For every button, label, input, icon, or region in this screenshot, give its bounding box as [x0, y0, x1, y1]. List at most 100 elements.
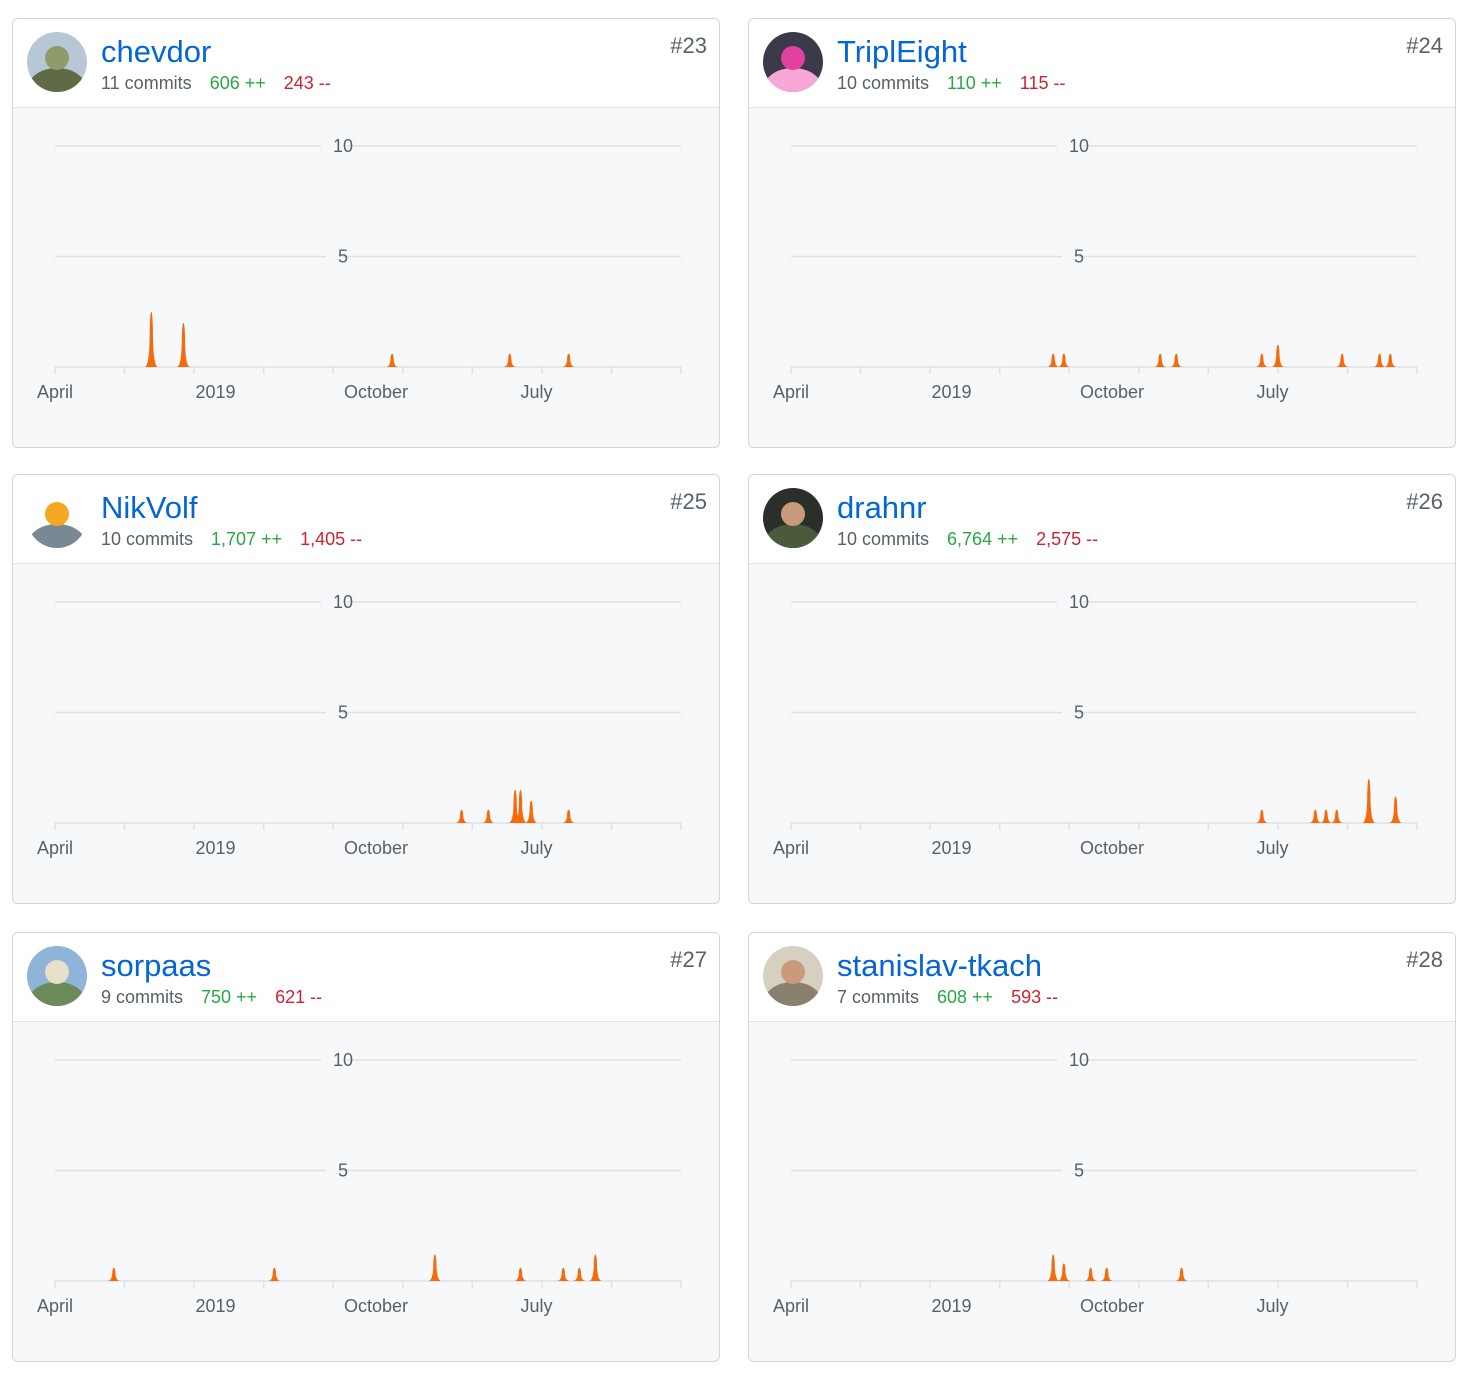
commit-peak — [144, 311, 159, 367]
commit-peak — [454, 809, 469, 823]
commits-count-link[interactable]: 10 commits — [837, 529, 930, 549]
avatar[interactable] — [27, 946, 87, 1006]
contributor-header: NikVolf 10 commits 1,707 ++ 1,405 -- #25 — [13, 475, 719, 564]
contributor-header: drahnr 10 commits 6,764 ++ 2,575 -- #26 — [749, 475, 1455, 564]
deletions-count: 243 -- — [283, 73, 331, 93]
x-tick-label: October — [1080, 382, 1144, 402]
y-tick-label: 10 — [333, 1050, 353, 1070]
commit-activity-chart: 5 10 April 2019 October July — [773, 592, 1418, 858]
avatar[interactable] — [27, 32, 87, 92]
commit-peak — [1083, 1267, 1098, 1281]
commit-peak — [1046, 1254, 1060, 1281]
additions-count: 750 ++ — [201, 987, 258, 1007]
commit-peak — [503, 353, 517, 367]
x-tick-label: 2019 — [195, 838, 235, 858]
contributor-rank: #23 — [670, 33, 707, 58]
additions-count: 6,764 ++ — [947, 529, 1019, 549]
contributor-header: stanislav-tkach 7 commits 608 ++ 593 -- #2… — [749, 933, 1455, 1022]
commit-peak — [1255, 353, 1269, 367]
avatar[interactable] — [763, 32, 823, 92]
deletions-count: 593 -- — [1011, 987, 1059, 1007]
x-tick-label: October — [344, 838, 408, 858]
commit-activity-chart: 5 10 April 2019 October July — [773, 136, 1418, 402]
y-tick-label: 10 — [1069, 592, 1089, 612]
commits-count-link[interactable]: 7 commits — [837, 987, 920, 1007]
username-link[interactable]: sorpaas — [101, 948, 212, 983]
x-tick-label: July — [521, 1296, 553, 1316]
x-tick-label: 2019 — [931, 838, 971, 858]
commit-peak — [1057, 1263, 1071, 1281]
commit-peak — [1388, 796, 1403, 823]
x-tick-label: October — [344, 382, 408, 402]
x-tick-label: 2019 — [195, 382, 235, 402]
x-tick-label: 2019 — [195, 1296, 235, 1316]
commit-peak — [107, 1267, 121, 1281]
contributor-header: TriplEight 10 commits 110 ++ 115 -- #24 — [749, 19, 1455, 108]
avatar[interactable] — [763, 488, 823, 548]
contributor-card-drahnr: drahnr 10 commits 6,764 ++ 2,575 -- #26 5 1… — [748, 474, 1456, 904]
avatar-photo-man-icon — [763, 946, 823, 1006]
commit-peak — [1099, 1267, 1114, 1281]
commit-activity-chart: 5 10 April 2019 October July — [773, 1050, 1418, 1316]
x-tick-label: July — [1257, 382, 1289, 402]
commit-peak — [561, 353, 576, 367]
commits-count-link[interactable]: 10 commits — [101, 529, 194, 549]
x-tick-label: April — [37, 382, 73, 402]
username-link[interactable]: chevdor — [101, 34, 212, 69]
commits-count-link[interactable]: 10 commits — [837, 73, 930, 93]
x-tick-label: July — [521, 382, 553, 402]
contributor-header: chevdor 11 commits 606 ++ 243 -- #23 — [13, 19, 719, 108]
commit-peak — [1057, 353, 1071, 367]
additions-count: 606 ++ — [209, 73, 266, 93]
additions-count: 1,707 ++ — [211, 529, 283, 549]
contributor-rank: #27 — [670, 947, 707, 972]
commit-peak — [481, 809, 496, 823]
commit-peak — [1174, 1267, 1189, 1281]
commit-peak — [572, 1267, 587, 1281]
commit-peak — [561, 809, 576, 823]
commits-count-link[interactable]: 9 commits — [101, 987, 184, 1007]
commit-peak — [1153, 353, 1167, 367]
x-tick-label: April — [37, 1296, 73, 1316]
username-link[interactable]: NikVolf — [101, 490, 198, 525]
x-tick-label: July — [1257, 838, 1289, 858]
y-tick-label: 5 — [1074, 1161, 1084, 1181]
deletions-count: 2,575 -- — [1036, 529, 1099, 549]
commit-peak — [1335, 353, 1349, 367]
y-tick-label: 10 — [1069, 1050, 1089, 1070]
commit-activity-chart: 5 10 April 2019 October July — [37, 592, 682, 858]
deletions-count: 115 -- — [1019, 73, 1066, 93]
x-tick-label: October — [344, 1296, 408, 1316]
commit-peak — [508, 789, 522, 823]
commit-peak — [176, 322, 191, 367]
username-link[interactable]: stanislav-tkach — [837, 948, 1043, 983]
avatar[interactable] — [763, 946, 823, 1006]
username-link[interactable]: drahnr — [837, 490, 927, 525]
x-tick-label: April — [773, 1296, 809, 1316]
username-link[interactable]: TriplEight — [837, 34, 967, 69]
x-tick-label: 2019 — [931, 1296, 971, 1316]
x-tick-label: October — [1080, 838, 1144, 858]
commit-peak — [513, 789, 528, 823]
commit-peak — [1372, 353, 1387, 367]
y-tick-label: 5 — [338, 1161, 348, 1181]
contributor-card-chevdor: chevdor 11 commits 606 ++ 243 -- #23 5 10 Ap… — [12, 18, 720, 448]
y-tick-label: 10 — [333, 136, 353, 156]
commit-peak — [267, 1267, 282, 1281]
deletions-count: 621 -- — [275, 987, 323, 1007]
commit-activity-chart: 5 10 April 2019 October July — [37, 136, 682, 402]
contributor-rank: #24 — [1406, 33, 1443, 58]
contribution-stats: 10 commits 6,764 ++ 2,575 -- — [837, 528, 1098, 550]
contributor-card-sorpaas: sorpaas 9 commits 750 ++ 621 -- #27 5 10 Apr… — [12, 932, 720, 1362]
commit-peak — [588, 1254, 603, 1281]
y-tick-label: 5 — [1074, 703, 1084, 723]
commit-peak — [1308, 809, 1323, 823]
avatar[interactable] — [27, 488, 87, 548]
contributor-rank: #25 — [670, 489, 707, 514]
x-tick-label: 2019 — [931, 382, 971, 402]
x-tick-label: October — [1080, 1296, 1144, 1316]
y-tick-label: 5 — [338, 247, 348, 267]
contribution-stats: 9 commits 750 ++ 621 -- — [101, 986, 322, 1008]
commit-peak — [1362, 778, 1376, 823]
commits-count-link[interactable]: 11 commits — [101, 73, 192, 93]
